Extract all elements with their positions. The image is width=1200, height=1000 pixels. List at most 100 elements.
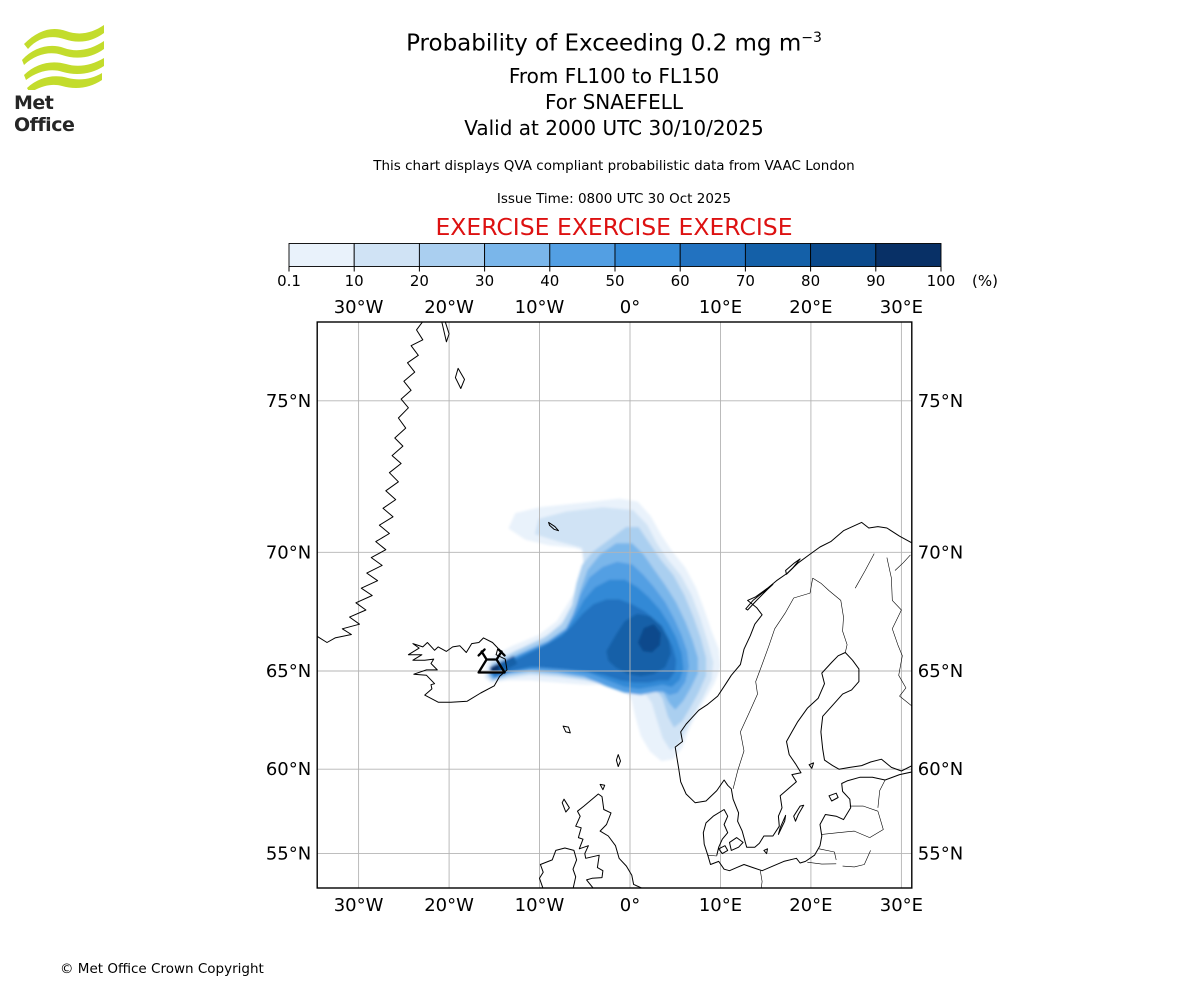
coastline-iceland — [407, 637, 508, 703]
colorbar-tick-label: 90 — [866, 272, 885, 290]
border-lithuania-belarus — [842, 850, 871, 868]
lat-tick-label-right: 65°N — [918, 661, 963, 682]
lat-tick-label-right: 60°N — [918, 759, 963, 780]
map-frame — [316, 321, 913, 889]
coastline-bornholm — [763, 848, 768, 855]
colorbar: 0.1 10 20 30 40 50 60 70 80 90 100 (%) — [277, 243, 998, 290]
border-finland-russia — [886, 557, 912, 707]
border-denmark-germany — [707, 854, 717, 857]
lon-tick-label-top: 30°E — [880, 297, 923, 318]
lon-tick-label-top: 30°W — [334, 297, 384, 318]
coastline-ireland — [539, 847, 578, 888]
colorbar-tick-label: 50 — [605, 272, 624, 290]
lat-tick-label-left: 60°N — [266, 759, 311, 780]
lat-lon-grid — [317, 322, 912, 888]
lon-tick-label-top: 20°E — [789, 297, 832, 318]
border-norway-finland — [854, 553, 875, 589]
volcano-symbol-snaefell — [477, 648, 506, 674]
lon-tick-label-top: 10°W — [515, 297, 565, 318]
valid-time-line: Valid at 2000 UTC 30/10/2025 — [464, 116, 764, 140]
logo-wave-1 — [24, 25, 104, 49]
colorbar-segment-20-30 — [418, 243, 486, 267]
logo-wave-2 — [22, 41, 104, 65]
border-latvia-russia-south — [869, 811, 884, 838]
axis-labels: 30°W 30°W 20°W 20°W 10°W 10°W 0° 0° 10°E 10°E 20°E… — [266, 297, 963, 916]
lon-tick-label-top: 20°W — [424, 297, 474, 318]
colorbar-tick-label: 40 — [540, 272, 559, 290]
lon-tick-label-bottom: 0° — [620, 895, 640, 916]
qva-note: This chart displays QVA compliant probab… — [373, 158, 855, 174]
coastline-greenland-island-2 — [454, 367, 465, 389]
coastline-shetland — [615, 754, 621, 767]
lat-tick-label-right: 55°N — [918, 844, 963, 865]
coastline-scandinavia-mainland — [674, 521, 912, 848]
lat-tick-label-right: 75°N — [918, 391, 963, 412]
colorbar-tick-label: 70 — [736, 272, 755, 290]
border-estonia-latvia — [849, 805, 878, 812]
lon-tick-label-bottom: 30°W — [334, 895, 384, 916]
colorbar-tick-label: 10 — [345, 272, 364, 290]
coastline-orkney — [599, 783, 606, 791]
coastline-funen — [718, 845, 729, 855]
lon-tick-label-bottom: 20°W — [424, 895, 474, 916]
coastline-gotland — [793, 804, 805, 822]
lat-tick-label-left: 55°N — [266, 844, 311, 865]
coastline-greenland — [317, 322, 424, 643]
exercise-banner: EXERCISE EXERCISE EXERCISE — [435, 213, 793, 241]
lon-tick-label-bottom: 30°E — [880, 895, 923, 916]
colorbar-segment-70-80 — [744, 243, 812, 267]
coastline-baltic-south-coast — [702, 771, 912, 872]
logo-wave-4 — [27, 73, 102, 93]
border-estonia-russia — [877, 779, 886, 808]
flight-levels-line: From FL100 to FL150 — [508, 64, 720, 88]
colorbar-tick-label: 30 — [475, 272, 494, 290]
page-title-superscript: −3 — [801, 30, 822, 46]
lat-tick-label-right: 70°N — [918, 542, 963, 563]
colorbar-segment-80-90 — [810, 243, 877, 267]
coastline-hebrides — [561, 798, 570, 813]
colorbar-segment-60-70 — [679, 243, 746, 267]
colorbar-segment-10-20 — [353, 243, 420, 267]
coastline-lofoten — [745, 583, 774, 611]
met-office-logo: Met Office — [14, 20, 114, 136]
coastline-great-britain — [575, 793, 643, 888]
met-office-logo-waves — [22, 25, 104, 93]
lon-tick-label-bottom: 20°E — [789, 895, 832, 916]
coastline-aland — [808, 762, 815, 769]
lon-tick-label-bottom: 10°W — [515, 895, 565, 916]
copyright-notice: © Met Office Crown Copyright — [60, 961, 264, 977]
lon-tick-label-bottom: 10°E — [699, 895, 742, 916]
volcano-name-line: For SNAEFELL — [544, 90, 683, 114]
ash-probability-plume — [484, 498, 721, 762]
met-office-logo-text: Met Office — [14, 92, 75, 136]
page-title-text: Probability of Exceeding 0.2 mg m — [406, 30, 802, 57]
lat-tick-label-left: 75°N — [266, 391, 311, 412]
colorbar-segment-90-100 — [875, 243, 942, 267]
coastline-zealand — [729, 837, 744, 851]
colorbar-tick-label: 100 — [927, 272, 956, 290]
border-lithuania-kaliningrad — [819, 848, 837, 860]
border-norway-sweden — [732, 578, 813, 789]
coastline-faroe-islands — [562, 725, 571, 734]
coastline-oland — [777, 814, 787, 835]
lon-tick-label-top: 0° — [620, 297, 640, 318]
colorbar-segment-40-50 — [549, 243, 616, 267]
coastline-senja — [785, 558, 801, 575]
coastlines — [317, 322, 912, 888]
coastline-greenland-island-1 — [441, 322, 450, 343]
colorbar-tick-label: 20 — [410, 272, 429, 290]
lon-tick-label-top: 10°E — [699, 297, 742, 318]
page-title: Probability of Exceeding 0.2 mg m−3 — [28, 30, 1200, 57]
border-poland-kaliningrad — [807, 861, 837, 865]
logo-wave-3 — [24, 58, 104, 80]
plume-contour-80-90pct — [638, 624, 661, 653]
colorbar-segment-50-60 — [614, 243, 681, 267]
plume-contour-90-100pct — [491, 665, 499, 673]
border-sweden-finland — [812, 577, 848, 653]
volcano-marker — [477, 648, 506, 674]
border-latvia-lithuania — [821, 830, 870, 838]
lat-tick-label-left: 70°N — [266, 542, 311, 563]
coastline-saaremaa — [828, 792, 839, 802]
